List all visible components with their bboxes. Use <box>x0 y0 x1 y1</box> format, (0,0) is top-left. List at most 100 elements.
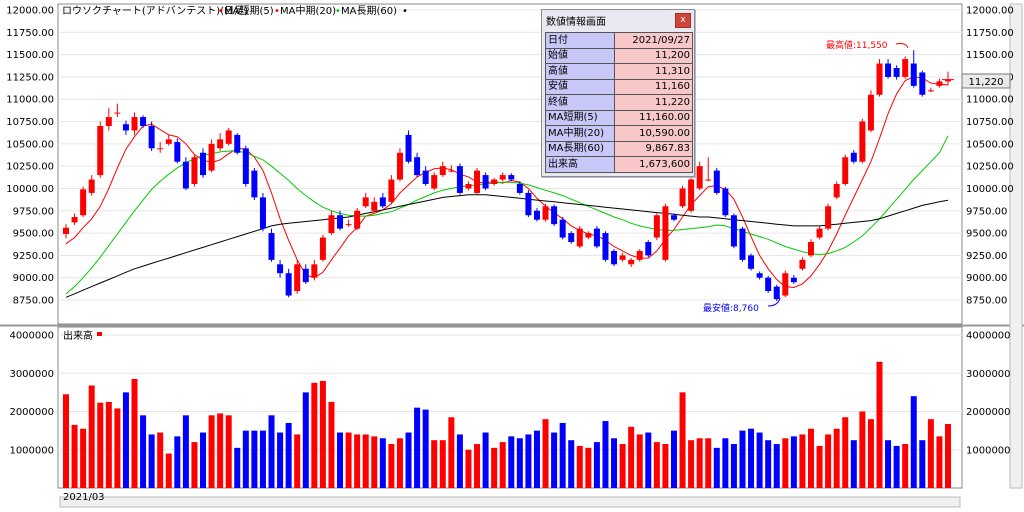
info-panel[interactable]: 数値情報画面 x 日付 2021/09/27 始値 11,200 高値 11,310 … <box>541 9 695 177</box>
candlestick <box>559 217 566 240</box>
volume-bar <box>688 440 695 488</box>
candle-body <box>217 139 224 149</box>
volume-bar <box>396 438 403 488</box>
price-tick-label: 10500.00 <box>6 139 54 150</box>
close-button[interactable]: x <box>675 12 691 28</box>
candlestick <box>88 175 95 196</box>
volume-bar <box>679 392 686 488</box>
price-tick-label: 12000.00 <box>966 6 1014 17</box>
candlestick <box>174 138 181 164</box>
candlestick <box>679 185 686 209</box>
volume-bar <box>414 407 421 488</box>
candlestick <box>619 252 626 262</box>
volume-bar <box>611 438 618 488</box>
candle-body <box>448 170 455 172</box>
candle-body <box>422 170 429 184</box>
candle-body <box>208 143 215 171</box>
vertical-scrollbar[interactable] <box>1009 3 1023 489</box>
volume-bar <box>251 430 258 488</box>
candlestick <box>816 225 823 240</box>
price-tick-label: 9500.00 <box>13 229 54 240</box>
candle-body <box>542 206 549 220</box>
candle-body <box>551 206 558 225</box>
volume-bar <box>439 440 446 488</box>
info-label: 始値 <box>545 47 615 64</box>
candle-body <box>927 90 934 92</box>
volume-bar <box>927 419 934 488</box>
candlestick <box>217 133 224 151</box>
volume-bar <box>585 447 592 488</box>
candle-body <box>405 134 412 162</box>
volume-bar <box>722 438 729 488</box>
candlestick <box>337 210 344 231</box>
candle-body <box>140 117 147 126</box>
candle-body <box>482 175 489 189</box>
candlestick <box>670 213 677 222</box>
candle-body <box>816 228 823 238</box>
candlestick <box>200 148 207 178</box>
legend-ma-mid: MA中期(20) <box>280 4 336 17</box>
price-tick-label: 9750.00 <box>966 206 1007 217</box>
candlestick <box>456 163 463 195</box>
candlestick <box>63 224 69 239</box>
volume-bar <box>208 415 215 488</box>
horizontal-scrollbar[interactable] <box>59 496 961 508</box>
volume-bar <box>619 444 626 488</box>
volume-bar <box>645 432 652 488</box>
candle-body <box>277 264 284 274</box>
candlestick <box>807 239 814 258</box>
high-annotation: 最高値:11,550 <box>826 39 888 51</box>
candle-body <box>122 124 129 131</box>
volume-tick-label: 2000000 <box>966 407 1011 418</box>
volume-bar <box>277 432 284 488</box>
candle-body <box>636 250 643 260</box>
candle-body <box>628 259 635 265</box>
candle-body <box>465 184 472 189</box>
candlestick <box>945 71 951 85</box>
candle-body <box>251 170 258 198</box>
candlestick <box>773 284 780 301</box>
volume-axis-right: 4000000 3000000 2000000 1000000 <box>966 331 1011 457</box>
volume-bar <box>670 430 677 488</box>
volume-bar <box>568 440 575 488</box>
info-value: 10,590.00 <box>614 125 693 142</box>
volume-bar <box>936 436 943 488</box>
volume-bar <box>516 438 523 488</box>
volume-bar <box>482 432 489 488</box>
candle-body <box>885 63 892 77</box>
candle-body <box>525 192 532 216</box>
candlestick <box>422 166 429 186</box>
info-row: 日付 2021/09/27 <box>545 32 693 49</box>
info-panel-title: 数値情報画面 <box>546 16 606 28</box>
candlestick <box>576 225 583 249</box>
info-row: 高値 11,310 <box>545 63 693 80</box>
volume-bar <box>140 415 147 488</box>
volume-bar <box>268 415 275 488</box>
volume-bar <box>174 436 181 488</box>
info-panel-titlebar[interactable]: 数値情報画面 x <box>542 10 694 30</box>
volume-bar <box>696 438 703 488</box>
candlestick <box>645 240 652 258</box>
candlestick <box>739 226 746 262</box>
candlestick <box>756 271 763 280</box>
volume-bar <box>122 392 129 488</box>
candle-body <box>842 157 849 184</box>
candle-body <box>645 242 652 256</box>
info-label: 日付 <box>545 32 615 49</box>
volume-bar <box>182 415 189 488</box>
info-value: 11,160 <box>614 78 693 95</box>
candle-body <box>474 170 481 193</box>
volume-bar <box>799 434 806 488</box>
candle-body <box>756 273 763 278</box>
candle-body <box>893 68 900 77</box>
candlestick <box>765 275 772 293</box>
candlestick <box>148 121 155 151</box>
volume-bar <box>628 426 635 488</box>
candlestick <box>396 148 403 182</box>
candle-body <box>670 215 677 220</box>
candle-body <box>713 170 720 193</box>
candle-body <box>568 233 575 242</box>
volume-bar <box>191 442 198 488</box>
candle-body <box>302 268 309 283</box>
volume-bar <box>200 432 207 488</box>
